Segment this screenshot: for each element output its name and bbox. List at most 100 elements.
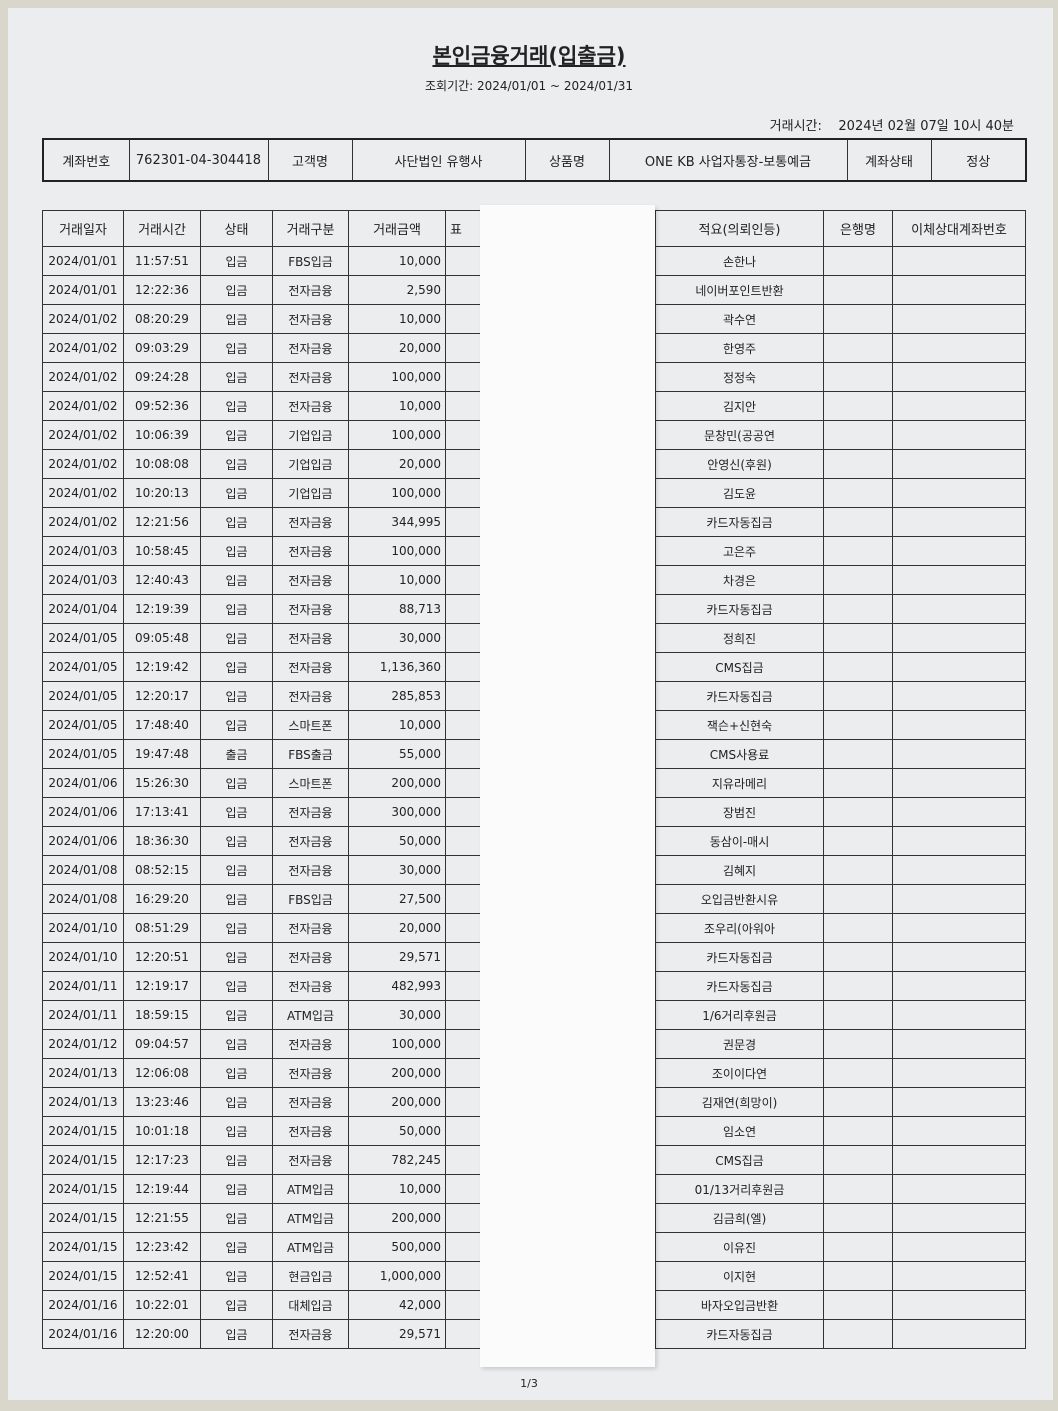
status-cell: 입금 <box>200 333 273 363</box>
account-cell <box>892 913 1026 943</box>
account-cell <box>892 1290 1026 1320</box>
memo-cell: 카드자동집금 <box>655 1319 824 1349</box>
account-cell <box>892 275 1026 305</box>
memo-cell: 김금희(엘) <box>655 1203 824 1233</box>
time-cell: 12:17:23 <box>123 1145 201 1175</box>
type-cell: 전자금융 <box>272 507 349 537</box>
type-cell: 전자금융 <box>272 681 349 711</box>
account-cell <box>892 478 1026 508</box>
amount-cell: 482,993 <box>348 971 446 1001</box>
amount-cell: 1,136,360 <box>348 652 446 682</box>
amount-cell: 100,000 <box>348 478 446 508</box>
type-cell: 전자금융 <box>272 942 349 972</box>
date-cell: 2024/01/06 <box>42 797 124 827</box>
type-cell: 전자금융 <box>272 1058 349 1088</box>
status-cell: 입금 <box>200 826 273 856</box>
type-cell: 전자금융 <box>272 652 349 682</box>
date-cell: 2024/01/06 <box>42 826 124 856</box>
date-cell: 2024/01/10 <box>42 913 124 943</box>
bank-cell <box>823 797 893 827</box>
account-cell <box>892 739 1026 769</box>
type-cell: ATM입금 <box>272 1000 349 1030</box>
memo-cell: 오입금반환시유 <box>655 884 824 914</box>
row: 2024/01/10 08:51:29 입금 전자금융 20,000 조우리(아워아 <box>42 913 1026 943</box>
account-cell <box>892 623 1026 653</box>
memo-cell: 조이이다연 <box>655 1058 824 1088</box>
bank-cell <box>823 913 893 943</box>
bank-cell <box>823 826 893 856</box>
type-cell: ATM입금 <box>272 1174 349 1204</box>
account-cell <box>892 420 1026 450</box>
amount-cell: 10,000 <box>348 1174 446 1204</box>
amount-cell: 1,000,000 <box>348 1261 446 1291</box>
type-cell: 전자금융 <box>272 594 349 624</box>
time-cell: 12:22:36 <box>123 275 201 305</box>
amount-cell: 10,000 <box>348 710 446 740</box>
account-cell <box>892 1000 1026 1030</box>
time-cell: 09:05:48 <box>123 623 201 653</box>
info-value: 정상 <box>930 138 1027 182</box>
date-cell: 2024/01/02 <box>42 478 124 508</box>
account-cell <box>892 1174 1026 1204</box>
account-cell <box>892 594 1026 624</box>
type-cell: 전자금융 <box>272 391 349 421</box>
date-cell: 2024/01/15 <box>42 1261 124 1291</box>
bank-cell <box>823 1232 893 1262</box>
status-cell: 입금 <box>200 710 273 740</box>
bank-cell <box>823 304 893 334</box>
time-cell: 09:04:57 <box>123 1029 201 1059</box>
type-cell: 전자금융 <box>272 913 349 943</box>
amount-cell: 200,000 <box>348 1087 446 1117</box>
date-cell: 2024/01/12 <box>42 1029 124 1059</box>
status-cell: 입금 <box>200 797 273 827</box>
account-cell <box>892 1145 1026 1175</box>
amount-cell: 10,000 <box>348 391 446 421</box>
amount-cell: 200,000 <box>348 1203 446 1233</box>
account-cell <box>892 942 1026 972</box>
bank-cell <box>823 1000 893 1030</box>
amount-cell: 29,571 <box>348 942 446 972</box>
account-cell <box>892 391 1026 421</box>
date-cell: 2024/01/15 <box>42 1203 124 1233</box>
bank-cell <box>823 855 893 885</box>
status-cell: 입금 <box>200 246 273 276</box>
info-value: ONE KB 사업자통장-보통예금 <box>608 138 848 182</box>
bank-cell <box>823 739 893 769</box>
status-cell: 입금 <box>200 507 273 537</box>
date-cell: 2024/01/05 <box>42 739 124 769</box>
account-info: 계좌번호 762301-04-304418 고객명 사단법인 유행사 상품명 ONE KB… <box>42 138 1027 182</box>
time-cell: 19:47:48 <box>123 739 201 769</box>
memo-cell: 지유라메리 <box>655 768 824 798</box>
type-cell: 기업입금 <box>272 449 349 479</box>
bank-cell <box>823 971 893 1001</box>
type-cell: 기업입금 <box>272 420 349 450</box>
memo-cell: 한영주 <box>655 333 824 363</box>
amount-cell: 30,000 <box>348 623 446 653</box>
time-cell: 17:13:41 <box>123 797 201 827</box>
account-cell <box>892 681 1026 711</box>
amount-cell: 10,000 <box>348 246 446 276</box>
memo-cell: 고은주 <box>655 536 824 566</box>
date-cell: 2024/01/02 <box>42 391 124 421</box>
info-value: 762301-04-304418 <box>128 138 269 182</box>
type-cell: 전자금융 <box>272 623 349 653</box>
account-cell <box>892 362 1026 392</box>
type-cell: 현금입금 <box>272 1261 349 1291</box>
memo-cell: 카드자동집금 <box>655 942 824 972</box>
page-number: 1/3 <box>520 1377 538 1390</box>
time-cell: 09:24:28 <box>123 362 201 392</box>
time-cell: 12:20:00 <box>123 1319 201 1349</box>
amount-cell: 2,590 <box>348 275 446 305</box>
amount-cell: 55,000 <box>348 739 446 769</box>
account-cell <box>892 855 1026 885</box>
date-cell: 2024/01/06 <box>42 768 124 798</box>
status-cell: 입금 <box>200 681 273 711</box>
date-cell: 2024/01/11 <box>42 1000 124 1030</box>
account-cell <box>892 1087 1026 1117</box>
status-cell: 입금 <box>200 1058 273 1088</box>
status-cell: 입금 <box>200 1087 273 1117</box>
type-cell: 스마트폰 <box>272 710 349 740</box>
memo-cell: 장범진 <box>655 797 824 827</box>
memo-cell: 이지현 <box>655 1261 824 1291</box>
